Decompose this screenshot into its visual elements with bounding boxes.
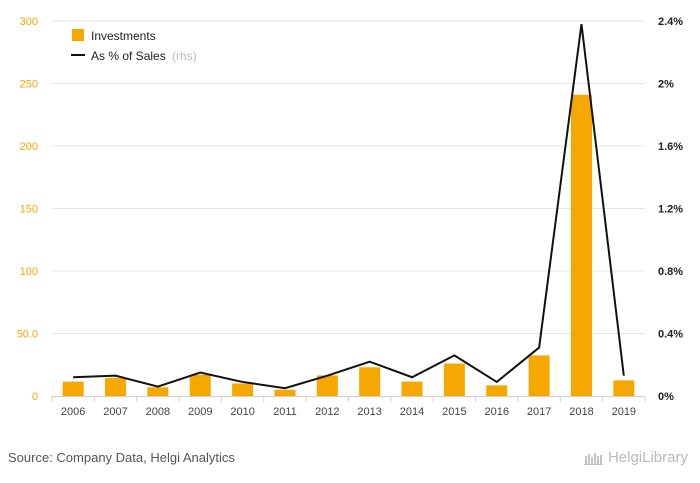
- bar: [528, 355, 550, 396]
- bar: [62, 381, 84, 396]
- brand-name: HelgiLibrary: [607, 449, 688, 466]
- x-tick-label: 2016: [485, 406, 509, 418]
- bar: [486, 385, 508, 396]
- legend-rhs-note: (rhs): [172, 49, 197, 63]
- x-tick-label: 2007: [103, 406, 127, 418]
- x-tick-label: 2012: [315, 406, 339, 418]
- bar: [232, 383, 254, 396]
- left-tick-label: 50.0: [17, 329, 38, 341]
- x-tick-label: 2011: [273, 406, 297, 418]
- left-axis-ticks: 0 50.0 100 150 200 250 300: [17, 16, 38, 403]
- x-tick-label: 2014: [400, 406, 424, 418]
- legend-series-name: As % of Sales: [91, 49, 166, 63]
- right-tick-label: 2%: [658, 79, 674, 91]
- right-tick-label: 0%: [658, 391, 674, 403]
- x-tick-label: 2015: [442, 406, 466, 418]
- bar: [359, 367, 381, 396]
- x-tick-label: 2017: [527, 406, 551, 418]
- bar: [105, 377, 127, 396]
- left-tick-label: 150: [20, 204, 38, 216]
- right-tick-label: 2.4%: [658, 16, 683, 28]
- library-icon: [583, 452, 603, 465]
- x-tick-label: 2019: [612, 406, 636, 418]
- brand-logo: HelgiLibrary: [583, 449, 688, 466]
- bar: [570, 94, 592, 396]
- right-tick-label: 0.4%: [658, 329, 683, 341]
- right-tick-label: 0.8%: [658, 266, 683, 278]
- x-axis: 2006 2007 2008 2009 2010 2011 2012 2013 2014 2015…: [51, 396, 646, 418]
- bar: [613, 380, 635, 396]
- right-tick-label: 1.2%: [658, 204, 683, 216]
- left-tick-label: 0: [32, 391, 38, 403]
- bar: [443, 363, 465, 396]
- legend: Investments As % of Sales (rhs): [71, 29, 197, 63]
- left-tick-label: 300: [20, 16, 38, 28]
- line-path: [73, 23, 625, 390]
- left-tick-label: 200: [20, 141, 38, 153]
- x-tick-label: 2010: [230, 406, 254, 418]
- left-tick-label: 250: [20, 79, 38, 91]
- source-note: Source: Company Data, Helgi Analytics: [8, 450, 235, 465]
- right-tick-label: 1.6%: [658, 141, 683, 153]
- x-tick-label: 2006: [61, 406, 85, 418]
- legend-label-investments: Investments: [91, 29, 156, 43]
- legend-label-percent-of-sales: As % of Sales (rhs): [91, 49, 197, 63]
- x-tick-label: 2013: [357, 406, 381, 418]
- bar: [401, 381, 423, 396]
- bar-series-investments: [62, 94, 635, 396]
- x-tick-label: 2009: [188, 406, 212, 418]
- x-tick-label: 2008: [146, 406, 170, 418]
- left-tick-label: 100: [20, 266, 38, 278]
- legend-swatch-investments: [72, 29, 84, 41]
- line-series-percent-of-sales: [73, 23, 625, 390]
- x-tick-label: 2018: [569, 406, 593, 418]
- bar: [316, 375, 338, 396]
- bar: [189, 374, 211, 396]
- gridlines: [52, 20, 645, 334]
- right-axis-ticks: 0% 0.4% 0.8% 1.2% 1.6% 2% 2.4%: [658, 16, 683, 403]
- bar: [147, 387, 169, 396]
- bar: [274, 389, 296, 396]
